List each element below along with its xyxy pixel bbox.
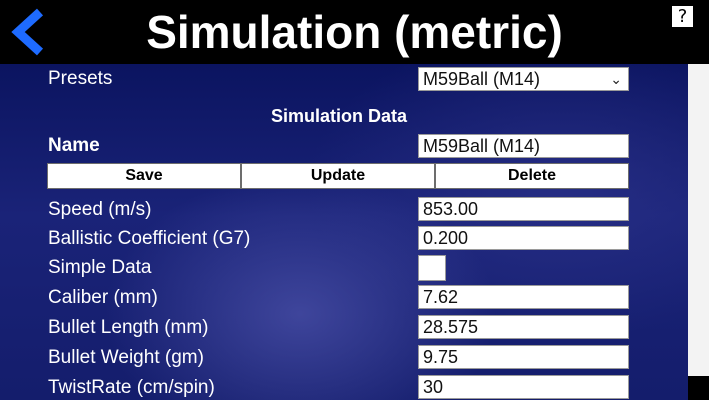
name-input[interactable]: M59Ball (M14) [418, 134, 629, 158]
help-button[interactable]: ? [671, 5, 694, 28]
bullet-length-label: Bullet Length (mm) [48, 317, 209, 338]
save-button[interactable]: Save [47, 163, 241, 189]
section-heading: Simulation Data [270, 106, 408, 126]
bullet-length-input[interactable]: 28.575 [418, 315, 629, 339]
simple-data-checkbox[interactable] [418, 255, 446, 281]
twist-rate-input[interactable]: 30 [418, 375, 629, 399]
caliber-input[interactable]: 7.62 [418, 285, 629, 309]
scrollbar[interactable] [688, 64, 709, 376]
app-header: Simulation (metric) ? [0, 0, 709, 64]
delete-button[interactable]: Delete [435, 163, 629, 189]
name-label: Name [48, 135, 100, 156]
ballistic-coefficient-label: Ballistic Coefficient (G7) [48, 228, 251, 249]
bullet-weight-input[interactable]: 9.75 [418, 345, 629, 369]
chevron-down-icon: ⌄ [610, 72, 622, 88]
scrollbar-end [688, 376, 709, 400]
twist-rate-label: TwistRate (cm/spin) [48, 377, 215, 398]
bullet-weight-label: Bullet Weight (gm) [48, 347, 204, 368]
speed-label: Speed (m/s) [48, 199, 152, 220]
caliber-label: Caliber (mm) [48, 287, 158, 308]
presets-label: Presets [48, 68, 113, 89]
ballistic-coefficient-input[interactable]: 0.200 [418, 226, 629, 250]
speed-input[interactable]: 853.00 [418, 197, 629, 221]
action-buttons: Save Update Delete [47, 163, 629, 189]
page-title: Simulation (metric) [146, 6, 563, 58]
update-button[interactable]: Update [241, 163, 435, 189]
presets-select[interactable]: M59Ball (M14) ⌄ [418, 67, 629, 91]
back-arrow-icon [11, 8, 44, 56]
simulation-form: Presets M59Ball (M14) ⌄ Simulation Data … [0, 64, 688, 400]
back-button[interactable] [6, 8, 50, 56]
presets-selected-value: M59Ball (M14) [423, 69, 541, 89]
simple-data-label: Simple Data [48, 257, 152, 278]
